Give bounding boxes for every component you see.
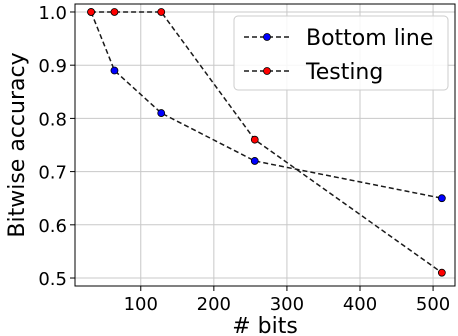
legend-label: Bottom line — [306, 26, 433, 51]
y-tick-label: 1.0 — [38, 3, 67, 24]
y-tick-label: 0.6 — [38, 216, 67, 237]
x-tick-label: 400 — [343, 294, 377, 315]
data-point — [110, 66, 119, 75]
legend-marker — [263, 67, 271, 75]
x-axis-label: # bits — [232, 314, 298, 336]
y-tick-label: 0.5 — [38, 269, 67, 290]
plot-markers — [87, 8, 446, 277]
plot-lines — [90, 11, 443, 274]
plot-frame — [74, 3, 456, 287]
series-line-1 — [91, 11, 443, 274]
data-point — [437, 268, 446, 277]
y-tick-label: 0.7 — [38, 163, 67, 184]
x-tick-label: 500 — [416, 294, 450, 315]
y-tick-label: 0.9 — [38, 56, 67, 77]
y-tick-label: 0.8 — [38, 109, 67, 130]
legend: Bottom line Testing — [233, 15, 449, 91]
legend-marker — [263, 33, 271, 41]
data-point — [250, 135, 259, 144]
data-point — [87, 8, 95, 16]
data-point — [157, 8, 166, 16]
x-tick-label: 200 — [197, 294, 231, 315]
legend-label: Testing — [305, 60, 383, 85]
data-point — [157, 109, 166, 117]
series-line-0 — [90, 11, 442, 199]
data-point — [250, 157, 259, 165]
ticks: 100 200 300 400 500 0.5 0.6 0.7 0.8 0.9 1.0 — [38, 3, 450, 315]
x-tick-label: 300 — [270, 294, 304, 315]
data-point — [110, 8, 119, 16]
x-tick-label: 100 — [124, 294, 158, 315]
data-point — [437, 194, 446, 203]
y-axis-label: Bitwise accuracy — [5, 52, 30, 237]
